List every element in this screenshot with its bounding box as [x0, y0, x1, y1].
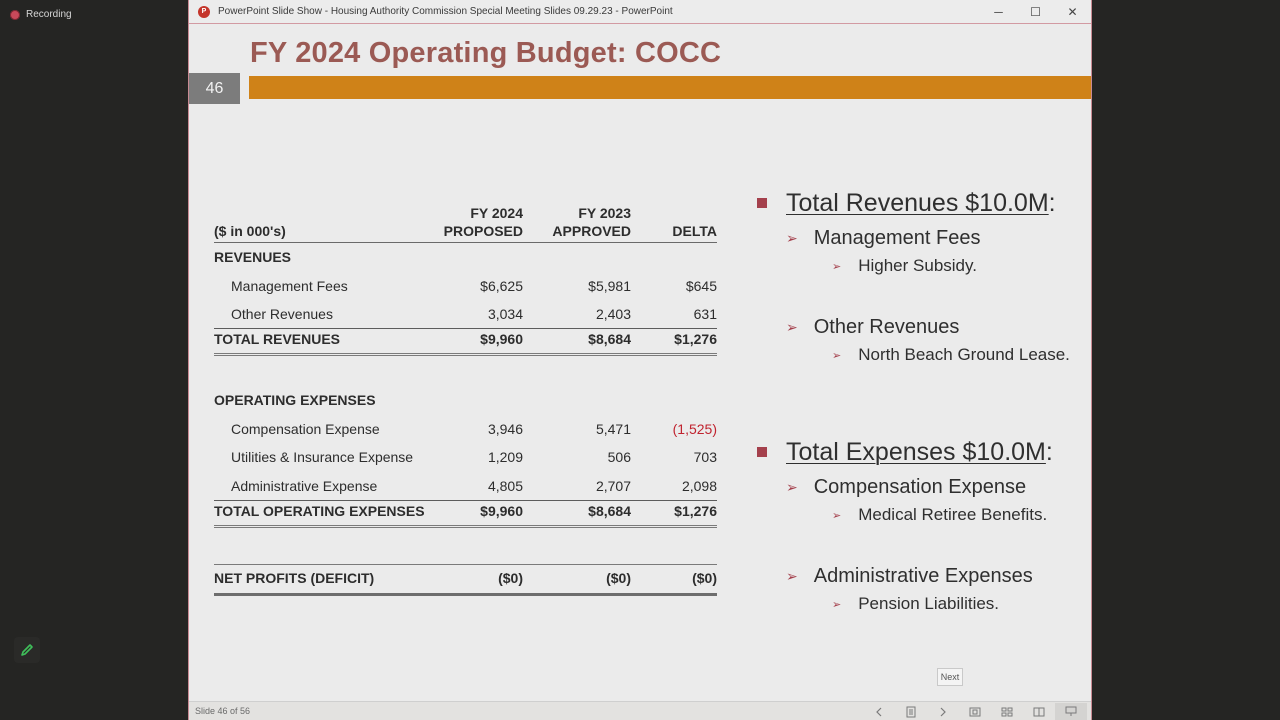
next-tooltip: Next — [937, 668, 963, 686]
status-bar: Slide 46 of 56 — [189, 701, 1091, 720]
slide-title: FY 2024 Operating Budget: COCC — [250, 37, 722, 69]
reading-view-icon — [1033, 707, 1045, 716]
bullet-item: ➢ Compensation Expense — [786, 475, 1027, 498]
net-profits-row: NET PROFITS (DEFICIT) ($0) ($0) ($0) — [214, 565, 717, 596]
col-header-delta: DELTA — [672, 223, 717, 239]
square-bullet-icon — [757, 198, 767, 208]
slide-counter: Slide 46 of 56 — [195, 706, 251, 716]
maximize-button[interactable]: ☐ — [1030, 5, 1041, 19]
slideshow-icon — [1065, 706, 1077, 716]
chevron-left-icon — [876, 707, 882, 716]
bullet-subitem: ➢ Pension Liabilities. — [832, 594, 1000, 613]
annotate-pen-button[interactable] — [14, 637, 40, 663]
negative-delta: (1,525) — [672, 420, 717, 437]
col-header-fy2024: FY 2024 PROPOSED — [443, 205, 523, 239]
normal-view-icon — [969, 707, 981, 716]
arrow-bullet-icon: ➢ — [786, 229, 798, 246]
recording-label: Recording — [26, 9, 72, 20]
next-slide-button[interactable] — [927, 703, 959, 720]
budget-table: ($ in 000's) FY 2024 PROPOSED FY 2023 APPR… — [214, 204, 717, 596]
bullet-item: ➢ Management Fees — [786, 226, 981, 249]
chevron-right-icon — [940, 707, 946, 716]
table-row: Utilities & Insurance Expense 1,209 506 … — [231, 449, 717, 465]
arrow-bullet-icon: ➢ — [786, 478, 798, 495]
close-button[interactable]: ✕ — [1067, 5, 1078, 19]
slide-canvas[interactable]: FY 2024 Operating Budget: COCC 46 ($ in … — [189, 25, 1091, 701]
record-icon — [10, 9, 20, 20]
total-expenses-row: TOTAL OPERATING EXPENSES $9,960 $8,684 $… — [214, 499, 717, 528]
unit-label: ($ in 000's) — [214, 223, 286, 239]
arrow-bullet-icon: ➢ — [832, 509, 842, 522]
arrow-bullet-icon: ➢ — [786, 318, 798, 335]
powerpoint-window: P PowerPoint Slide Show - Housing Author… — [188, 0, 1092, 720]
slideshow-button[interactable] — [1055, 703, 1087, 720]
slide-sorter-button[interactable] — [991, 703, 1023, 720]
bullet-subitem: ➢ Medical Retiree Benefits. — [832, 505, 1048, 524]
powerpoint-app-icon: P — [198, 5, 210, 18]
section-heading-expenses: OPERATING EXPENSES — [214, 392, 376, 408]
title-bar: P PowerPoint Slide Show - Housing Author… — [189, 0, 1091, 24]
recording-indicator: Recording — [10, 9, 72, 20]
window-title: PowerPoint Slide Show - Housing Authorit… — [218, 6, 673, 17]
arrow-bullet-icon: ➢ — [786, 567, 798, 584]
table-row: Other Revenues 3,034 2,403 631 — [231, 306, 717, 322]
table-row: Compensation Expense 3,946 5,471 (1,525) — [214, 414, 717, 443]
previous-slide-button[interactable] — [863, 703, 895, 720]
section-heading-revenues: REVENUES — [214, 249, 292, 265]
bullet-subitem: ➢ North Beach Ground Lease. — [832, 345, 1070, 364]
bullet-total-revenues: Total Revenues $10.0M: — [757, 186, 1087, 220]
summary-bullets: Total Revenues $10.0M: ➢ Management Fees… — [757, 186, 1087, 617]
table-row: Administrative Expense 4,805 2,707 2,098 — [231, 477, 717, 494]
reading-view-button[interactable] — [1023, 703, 1055, 720]
bullet-item: ➢ Administrative Expenses — [786, 564, 1033, 587]
total-revenues-row: TOTAL REVENUES $9,960 $8,684 $1,276 — [214, 328, 717, 356]
accent-bar — [249, 76, 1091, 99]
slide-number-badge: 46 — [189, 73, 240, 104]
table-header: ($ in 000's) FY 2024 PROPOSED FY 2023 APPR… — [214, 204, 717, 243]
notes-icon — [906, 706, 916, 717]
minimize-button[interactable]: ─ — [994, 5, 1003, 19]
bullet-total-expenses: Total Expenses $10.0M: — [757, 435, 1087, 469]
col-header-fy2023: FY 2023 APPROVED — [552, 205, 631, 239]
arrow-bullet-icon: ➢ — [832, 260, 842, 273]
table-row: Management Fees $6,625 $5,981 $645 — [231, 277, 717, 294]
square-bullet-icon — [757, 447, 767, 457]
bullet-subitem: ➢ Higher Subsidy. — [832, 256, 977, 275]
bullet-item: ➢ Other Revenues — [786, 315, 960, 338]
arrow-bullet-icon: ➢ — [832, 349, 842, 362]
notes-button[interactable] — [895, 703, 927, 720]
pencil-icon — [21, 644, 33, 656]
arrow-bullet-icon: ➢ — [832, 598, 842, 611]
normal-view-button[interactable] — [959, 703, 991, 720]
slide-sorter-icon — [1001, 707, 1013, 716]
